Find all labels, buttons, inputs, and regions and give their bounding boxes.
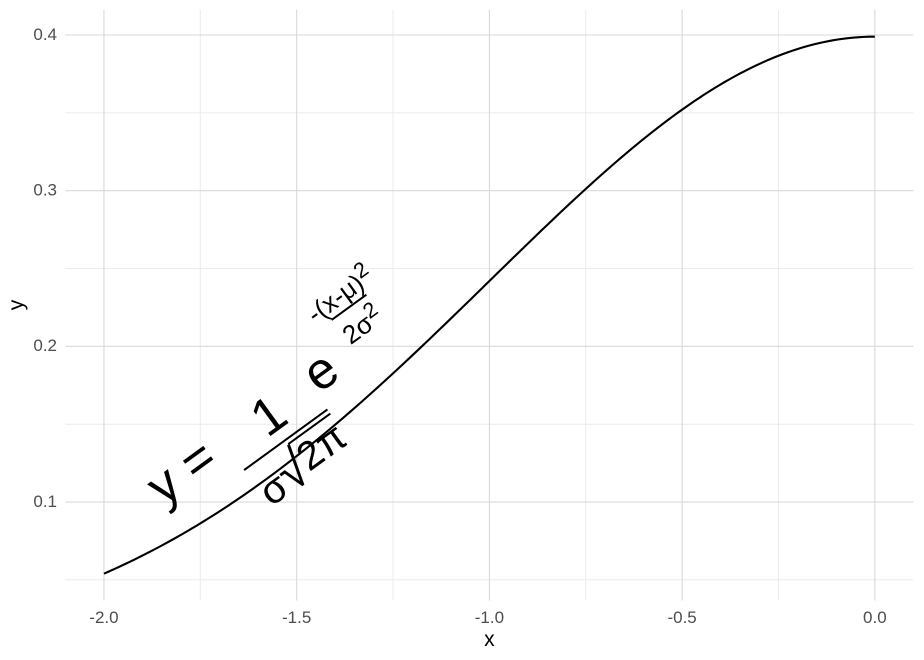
svg-text:0.1: 0.1 bbox=[33, 492, 57, 511]
svg-text:-2.0: -2.0 bbox=[89, 608, 118, 627]
svg-text:0.2: 0.2 bbox=[33, 336, 57, 355]
svg-text:-0.5: -0.5 bbox=[667, 608, 696, 627]
svg-text:0.3: 0.3 bbox=[33, 181, 57, 200]
svg-text:0.0: 0.0 bbox=[863, 608, 887, 627]
svg-text:x: x bbox=[484, 628, 495, 651]
svg-text:0.4: 0.4 bbox=[33, 25, 57, 44]
svg-text:-1.0: -1.0 bbox=[475, 608, 504, 627]
svg-text:y: y bbox=[5, 299, 28, 310]
